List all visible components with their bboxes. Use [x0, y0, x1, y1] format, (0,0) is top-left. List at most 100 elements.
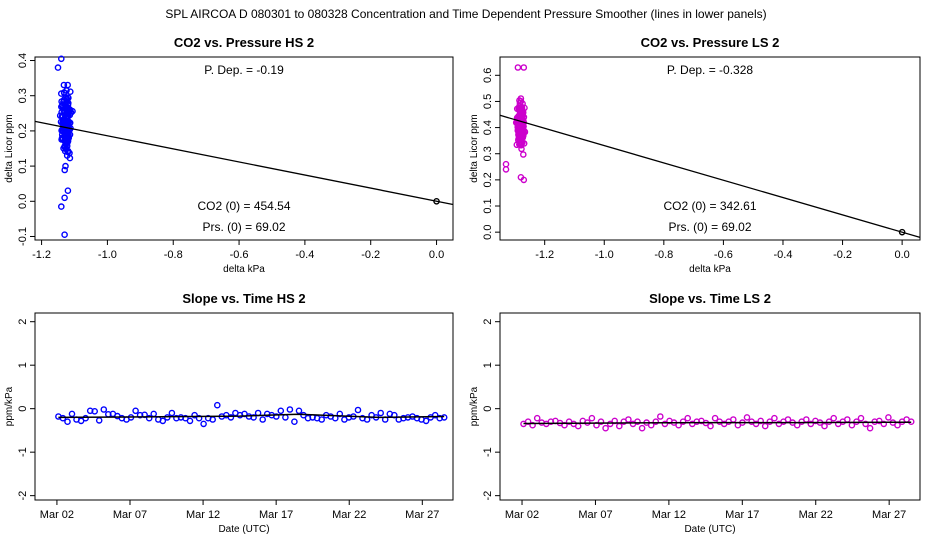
fit-line	[34, 120, 454, 206]
y-tick-label: 0.1	[482, 198, 494, 213]
scatter-point	[66, 119, 74, 127]
plot-frame	[34, 312, 454, 501]
slope-point	[766, 418, 774, 426]
panel-title: CO2 vs. Pressure LS 2	[641, 35, 780, 50]
x-tick-label: 0.0	[429, 249, 444, 261]
x-tick-label: -0.4	[295, 249, 314, 261]
scatter-point	[61, 166, 68, 174]
co2-intercept-label: CO2 (0) = 454.54	[197, 199, 290, 213]
slope-point	[657, 413, 664, 420]
slope-point	[354, 406, 362, 414]
scatter-point	[516, 134, 523, 142]
slope-point	[616, 422, 623, 430]
y-tick-label: 0.0	[17, 194, 29, 209]
scatter-point	[58, 55, 65, 63]
trend-line	[58, 413, 445, 419]
x-tick-label: -0.2	[361, 249, 380, 261]
slope-point	[825, 418, 833, 426]
panel-slope-time-hs: Slope vs. Time HS 2 Mar 02 Mar 07 Mar 12 Mar…	[4, 291, 454, 535]
y-axis-label: ppm/kPa	[469, 386, 480, 426]
slope-point	[634, 418, 641, 426]
x-tick-label: Mar 02	[40, 509, 74, 521]
pressure-intercept-label: Prs. (0) = 69.02	[668, 220, 751, 234]
scatter-point	[62, 122, 69, 129]
y-tick-label: 0.3	[17, 88, 29, 103]
fit-line	[499, 114, 921, 239]
slope-point	[588, 414, 596, 422]
x-tick-label: -1.0	[595, 249, 614, 261]
slope-point	[440, 414, 448, 421]
slope-point	[159, 417, 167, 425]
scatter-point	[518, 105, 526, 113]
x-axis-label: delta kPa	[689, 264, 731, 275]
scatter-point	[520, 64, 528, 71]
x-tick-label: -0.2	[833, 249, 852, 261]
slope-point	[597, 418, 605, 426]
slope-point	[830, 414, 838, 422]
scatter-point	[520, 151, 527, 158]
y-axis-label: ppm/kPa	[4, 386, 15, 426]
pressure-intercept-label: Prs. (0) = 69.02	[202, 220, 285, 234]
slope-point	[59, 414, 67, 422]
x-tick-label: Mar 07	[113, 509, 147, 521]
x-tick-label: Mar 12	[186, 509, 220, 521]
slope-point	[661, 420, 669, 428]
slope-point	[821, 422, 828, 430]
y-tick-label: 2	[17, 319, 29, 325]
slope-point	[602, 424, 609, 432]
slope-point	[803, 416, 810, 423]
slope-point	[743, 414, 751, 421]
slope-point	[711, 414, 719, 422]
slope-point	[574, 422, 582, 430]
slope-point	[100, 406, 108, 413]
y-axis-label: delta Licor ppm	[469, 114, 480, 182]
y-tick-label: 0.3	[482, 146, 494, 161]
slope-point	[64, 418, 71, 426]
slope-point	[684, 414, 692, 422]
slope-point	[213, 401, 221, 409]
y-tick-label: 0.4	[17, 53, 29, 68]
x-tick-label: Mar 27	[872, 509, 906, 521]
slope-point	[286, 406, 294, 413]
y-tick-label: 2	[482, 319, 494, 325]
x-tick-label: Mar 22	[799, 509, 833, 521]
co2-intercept-label: CO2 (0) = 342.61	[663, 199, 756, 213]
slope-point	[866, 424, 874, 432]
slope-point	[431, 411, 439, 419]
x-tick-label: Mar 02	[505, 509, 539, 521]
scatter-point	[54, 64, 62, 71]
slope-point	[145, 414, 153, 422]
scatter-point	[63, 103, 71, 111]
slope-point	[227, 414, 235, 421]
x-tick-label: -0.6	[714, 249, 733, 261]
slope-point	[150, 410, 157, 418]
y-tick-label: 0.1	[17, 158, 29, 173]
slope-point	[295, 407, 303, 415]
slope-point	[291, 418, 298, 426]
plot-frame	[34, 56, 454, 241]
x-tick-label: -0.8	[654, 249, 673, 261]
slope-point	[752, 420, 760, 428]
slope-point	[132, 407, 139, 415]
x-axis-label: Date (UTC)	[218, 524, 269, 535]
slope-point	[200, 420, 207, 428]
x-tick-label: -1.2	[535, 249, 554, 261]
slope-point	[259, 416, 267, 423]
slope-point	[168, 409, 176, 417]
panel-title: CO2 vs. Pressure HS 2	[174, 35, 314, 50]
slope-point	[707, 422, 714, 430]
x-tick-label: Mar 07	[578, 509, 612, 521]
slope-point	[77, 417, 85, 425]
slope-point	[862, 420, 869, 428]
panel-title: Slope vs. Time HS 2	[182, 291, 305, 306]
origin-point	[433, 197, 440, 205]
y-tick-label: 1	[482, 362, 494, 368]
slope-point	[95, 417, 103, 424]
slope-point	[277, 407, 285, 415]
y-axis-label: delta Licor ppm	[4, 114, 15, 182]
slope-point	[857, 414, 865, 422]
scatter-point	[61, 231, 68, 238]
slope-point	[807, 420, 815, 428]
panel-co2-pressure-hs: CO2 vs. Pressure HS 2 -1.2 -1.0 -0.8 -0.6 -0.…	[4, 35, 454, 275]
